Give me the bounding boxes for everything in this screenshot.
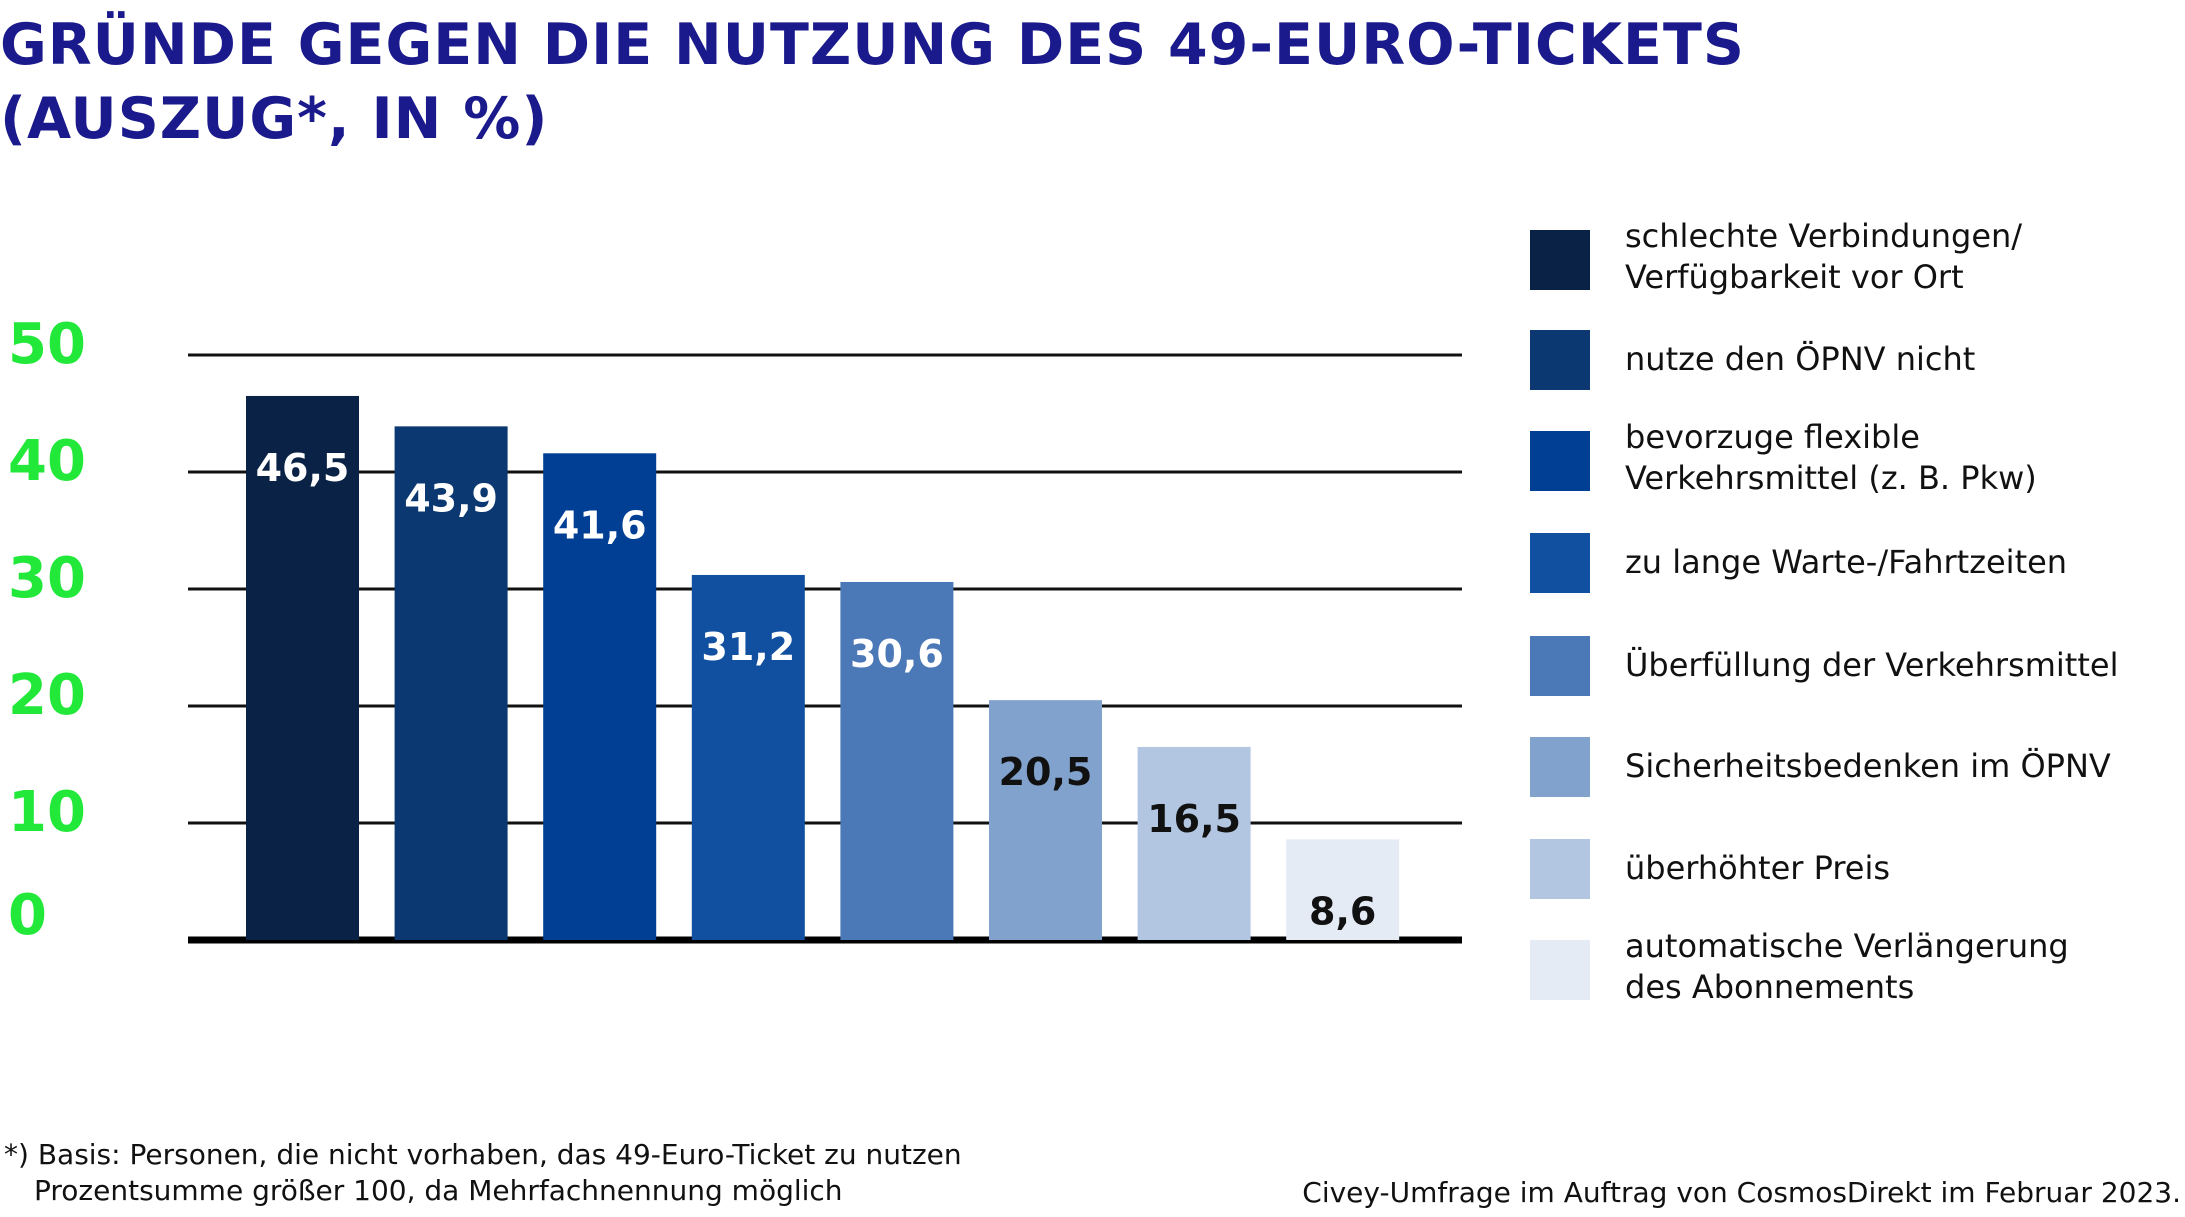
legend-label: nutze den ÖPNV nicht [1625, 340, 1976, 378]
data-label-2: 43,9 [404, 476, 498, 520]
y-tick-label: 30 [8, 546, 86, 611]
legend-item-6: Sicherheitsbedenken im ÖPNV [1530, 737, 2180, 817]
footnote-line-2: Prozentsumme größer 100, da Mehrfachnenn… [34, 1174, 843, 1207]
legend-swatch [1530, 230, 1590, 290]
legend-item-8: automatische Verlängerung des Abonnement… [1530, 927, 2180, 1020]
y-axis-ticks: 0 10 20 30 40 50 [8, 312, 86, 948]
legend-label: überhöhter Preis [1625, 849, 1891, 887]
data-label-8: 8,6 [1309, 889, 1376, 933]
legend-item-2: nutze den ÖPNV nicht [1530, 330, 2180, 410]
bar-3 [543, 453, 657, 940]
legend-swatch [1530, 636, 1590, 696]
legend-item-5: Überfüllung der Verkehrsmittel [1530, 636, 2180, 716]
legend-label: Überfüllung der Verkehrsmittel [1625, 646, 2119, 684]
y-tick-label: 20 [8, 663, 86, 728]
y-tick-label: 50 [8, 312, 86, 377]
y-tick-label: 0 [8, 883, 47, 948]
bar-5 [840, 581, 954, 940]
legend-swatch [1530, 431, 1590, 491]
data-label-1: 46,5 [256, 446, 350, 490]
bar-8 [1286, 839, 1400, 940]
data-label-6: 20,5 [999, 750, 1093, 794]
data-labels: 46,5 43,9 41,6 31,2 30,6 20,5 16,5 8,6 [256, 446, 1377, 933]
legend-swatch [1530, 839, 1590, 899]
data-label-3: 41,6 [553, 503, 647, 547]
footnote: *) Basis: Personen, die nicht vorhaben, … [4, 1137, 962, 1209]
data-label-5: 30,6 [850, 632, 944, 676]
legend-label: schlechte Verbindungen/ Verfügbarkeit vo… [1625, 217, 2023, 296]
legend-item-3: bevorzuge flexible Verkehrsmittel (z. B.… [1530, 418, 2180, 511]
legend-item-1: schlechte Verbindungen/ Verfügbarkeit vo… [1530, 217, 2180, 310]
legend-label: bevorzuge flexible Verkehrsmittel (z. B.… [1625, 418, 2037, 497]
legend-swatch [1530, 940, 1590, 1000]
bar-chart: 0 10 20 30 40 50 46,5 43,9 41,6 31,2 30,6 20,5 16,5… [8, 312, 1462, 948]
chart-title-line-1: GRÜNDE GEGEN DIE NUTZUNG DES 49-EURO-TIC… [0, 12, 1745, 78]
chart-title-line-2: (AUSZUG*, IN %) [0, 86, 549, 152]
footnote-line-1: *) Basis: Personen, die nicht vorhaben, … [4, 1138, 962, 1171]
gridlines [188, 353, 1462, 944]
legend-label: Sicherheitsbedenken im ÖPNV [1625, 747, 2111, 785]
y-tick-label: 40 [8, 429, 86, 494]
bar-2 [394, 426, 508, 940]
data-label-4: 31,2 [701, 625, 795, 669]
chart-title: GRÜNDE GEGEN DIE NUTZUNG DES 49-EURO-TIC… [0, 8, 2100, 156]
bar-6 [989, 700, 1102, 940]
source-note: Civey-Umfrage im Auftrag von CosmosDirek… [1302, 1176, 2181, 1209]
legend-item-4: zu lange Warte-/Fahrtzeiten [1530, 533, 2180, 613]
bars [246, 395, 1400, 940]
bar-4 [691, 574, 805, 940]
data-label-7: 16,5 [1147, 797, 1241, 841]
legend-label: zu lange Warte-/Fahrtzeiten [1625, 543, 2068, 581]
legend-swatch [1530, 737, 1590, 797]
legend-swatch [1530, 533, 1590, 593]
bar-1 [246, 395, 359, 940]
y-tick-label: 10 [8, 780, 86, 845]
legend-label: automatische Verlängerung des Abonnement… [1625, 927, 2069, 1006]
legend-swatch [1530, 330, 1590, 390]
bar-7 [1137, 746, 1251, 940]
legend-item-7: überhöhter Preis [1530, 839, 2180, 919]
